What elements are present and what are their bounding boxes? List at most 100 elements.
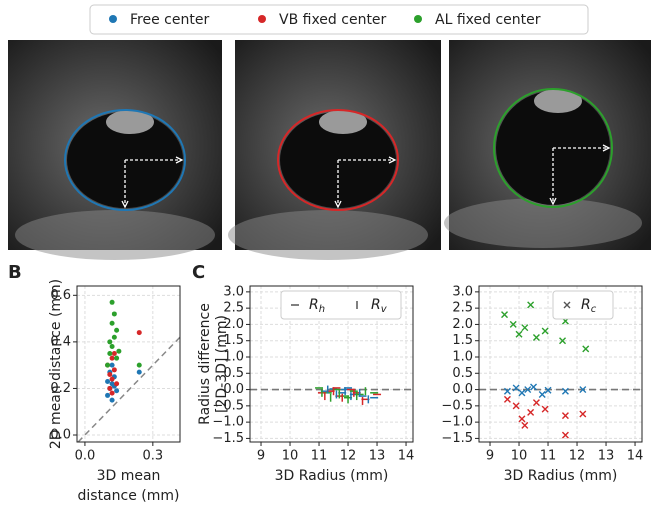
point [503, 395, 511, 403]
legend-label: VB fixed center [279, 12, 387, 28]
x-axis-label: distance (mm) [78, 488, 180, 504]
y-tick-label: 2.0 [223, 317, 244, 332]
y-tick-label: 1.5 [223, 333, 244, 348]
point [512, 384, 520, 392]
y-axis-label: 2D mean distance (mm) [48, 279, 64, 449]
y-tick-label: −0.5 [441, 398, 473, 413]
x-tick-label: 13 [369, 449, 386, 464]
x-tick-label: 10 [282, 449, 299, 464]
legend-label: Rc [581, 297, 597, 315]
radius-arrow [124, 159, 181, 206]
x-tick-label: 9 [257, 449, 265, 464]
y-tick-label: 0.4 [50, 334, 71, 349]
panel-label: C [192, 262, 205, 283]
lens [534, 89, 582, 113]
point [544, 386, 552, 394]
point [136, 330, 142, 336]
point [114, 355, 120, 361]
legend-marker [258, 15, 266, 23]
point [530, 383, 538, 391]
y-tick-label: 1.5 [452, 333, 473, 348]
y-tick-label: −1.5 [441, 431, 473, 446]
tissue [15, 210, 215, 260]
tissue [444, 198, 642, 248]
x-tick-label: 9 [486, 449, 494, 464]
mri-images [8, 40, 651, 260]
x-tick-label: 14 [627, 449, 644, 464]
point [105, 392, 111, 398]
legend-subscript: h [319, 304, 325, 315]
point [107, 371, 113, 377]
point [114, 388, 120, 394]
x-tick-label: 12 [569, 449, 586, 464]
point [107, 385, 113, 391]
point [109, 397, 115, 403]
point [532, 333, 540, 341]
tissue [228, 210, 428, 260]
point [582, 345, 590, 353]
fit-circle [493, 88, 613, 208]
point [559, 337, 567, 345]
legend-label: Free center [130, 12, 209, 28]
point [109, 320, 115, 326]
y-tick-label: 1.0 [452, 349, 473, 364]
legend-label: AL fixed center [435, 12, 541, 28]
point [561, 387, 569, 395]
lens [106, 110, 154, 134]
x-tick-label: 12 [340, 449, 357, 464]
point [515, 330, 523, 338]
point [579, 386, 587, 394]
fit-circle [64, 109, 186, 211]
y-tick-label: 2.5 [223, 301, 244, 316]
radius-arrow [552, 147, 608, 203]
legend-subscript: v [381, 304, 388, 315]
arrow-head [334, 156, 397, 209]
lens [319, 110, 367, 134]
point [111, 367, 117, 373]
x-tick-label: 11 [311, 449, 328, 464]
legend-box [552, 290, 614, 320]
point [114, 381, 120, 387]
y-tick-label: 0.0 [223, 382, 244, 397]
point [524, 386, 532, 394]
point [111, 311, 117, 317]
point [114, 327, 120, 333]
point [109, 390, 115, 396]
point [109, 362, 115, 368]
point [107, 339, 113, 345]
legend-label: Rv [371, 297, 388, 315]
point [579, 410, 587, 418]
y-tick-label: −1.5 [212, 431, 244, 446]
point [538, 390, 546, 398]
legend-label: Rh [309, 297, 325, 315]
x-axis-label: 3D Radius (mm) [275, 468, 389, 484]
point [109, 299, 115, 305]
y-tick-label: 1.0 [223, 349, 244, 364]
y-axis-label: [2D-3D] (mm) [214, 315, 230, 413]
point [532, 399, 540, 407]
legend-marker [414, 15, 422, 23]
point [109, 355, 115, 361]
point [527, 408, 535, 416]
x-tick-label: 13 [598, 449, 615, 464]
point [521, 324, 529, 332]
legend-symbol: R [309, 297, 319, 313]
legend-symbol: R [371, 297, 381, 313]
point [109, 344, 115, 350]
y-axis-label: Radius difference [197, 303, 213, 425]
legend-subscript: c [591, 304, 597, 315]
y-tick-label: 0.6 [50, 288, 71, 303]
arrow-head [549, 144, 611, 206]
y-tick-label: 3.0 [452, 284, 473, 299]
point [501, 311, 509, 319]
point [107, 351, 113, 357]
plot-frame [76, 285, 181, 443]
point [541, 327, 549, 335]
y-tick-label: −0.5 [212, 398, 244, 413]
fit-circle [277, 109, 399, 211]
panel-label: B [8, 262, 22, 283]
point [518, 389, 526, 397]
point [561, 412, 569, 420]
point [518, 415, 526, 423]
